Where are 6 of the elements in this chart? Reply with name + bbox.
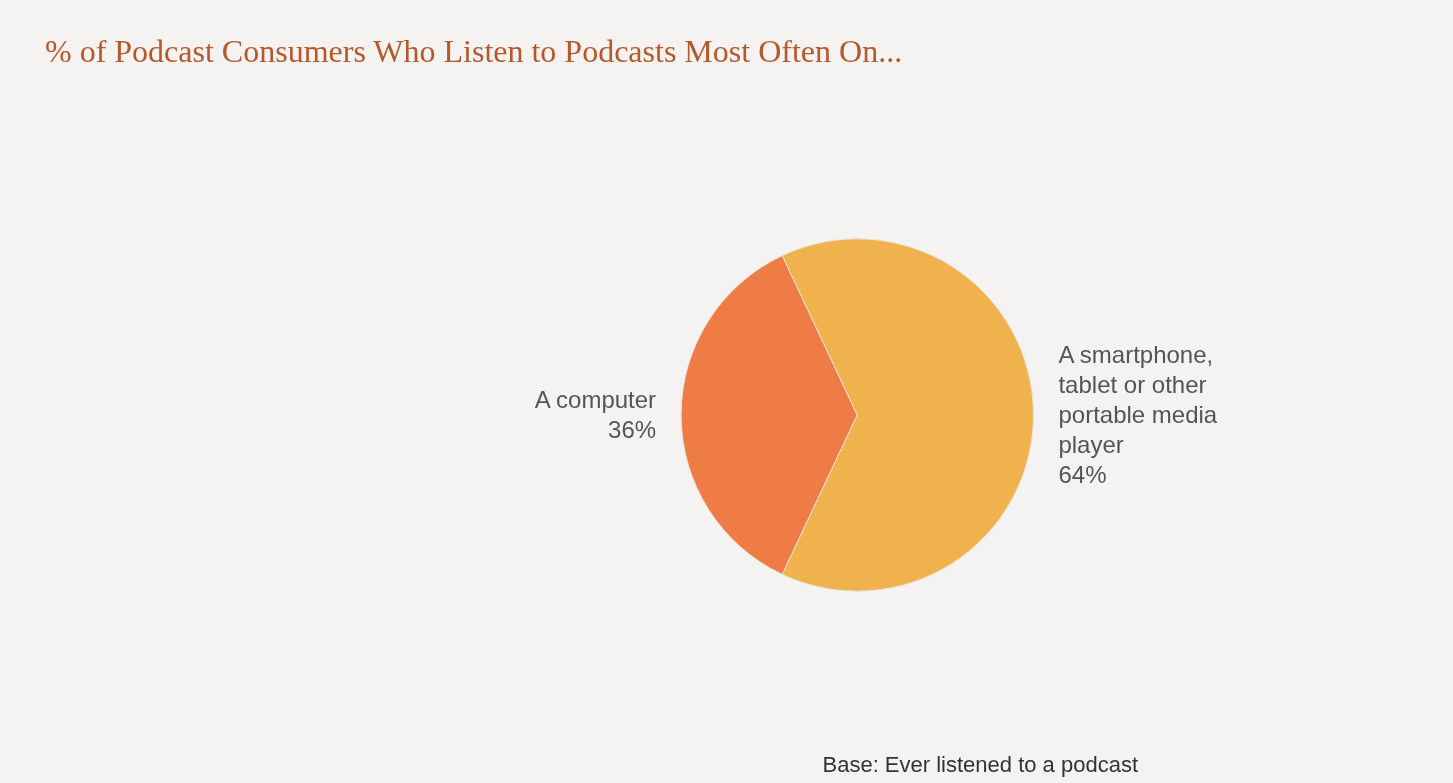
data-label: 36% xyxy=(608,416,657,444)
chart-title: % of Podcast Consumers Who Listen to Podcasts Most Often On... xyxy=(45,33,903,69)
slice-label: A smartphone, tablet or other portable media player xyxy=(1058,341,1224,459)
data-label: 64% xyxy=(1058,461,1107,489)
text: Base: Ever listened to a podcast xyxy=(822,751,1139,777)
slice-label: A computer xyxy=(534,386,657,414)
